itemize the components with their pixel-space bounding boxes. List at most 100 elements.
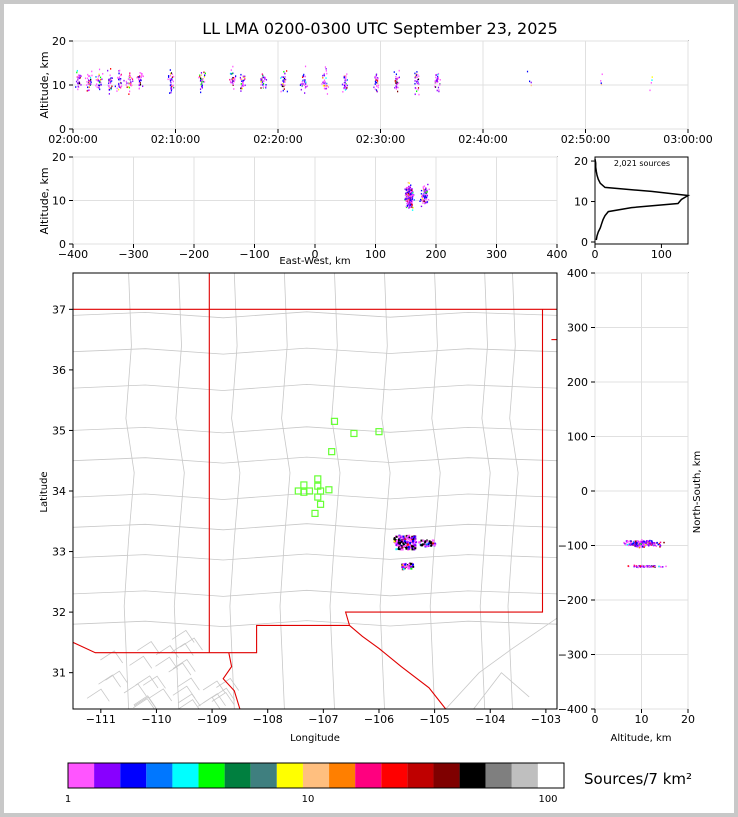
p1-source-point xyxy=(439,79,441,81)
p1-source-point xyxy=(299,84,302,86)
p1-source-point xyxy=(111,85,113,88)
p1-source-point xyxy=(417,88,419,91)
p1-source-point xyxy=(96,86,98,89)
p1-source-point xyxy=(373,86,375,89)
p1-source-point xyxy=(229,81,232,84)
p5-source-point xyxy=(630,541,633,544)
county-line xyxy=(137,641,160,654)
p5-source-point xyxy=(639,541,641,543)
p2-source-point xyxy=(425,200,427,203)
p1-source-point xyxy=(651,76,653,78)
p1-source-point xyxy=(283,85,285,88)
map-source-point xyxy=(397,544,400,547)
p5-source-point xyxy=(632,544,635,546)
p1-source-point xyxy=(323,82,325,85)
map-xtick-label: −103 xyxy=(531,713,561,726)
colorbar-cell xyxy=(381,763,408,788)
p5-source-point xyxy=(663,541,665,544)
map-source-point xyxy=(402,535,405,538)
panel-altitude-histogram: 0 100 0 10 20 2,021 sources xyxy=(574,155,691,261)
p1-source-point xyxy=(130,84,132,87)
county-line xyxy=(212,687,236,701)
p1-source-point xyxy=(170,81,172,84)
p5-source-point xyxy=(637,544,640,547)
county-line xyxy=(98,674,122,688)
p1-source-point xyxy=(200,85,203,88)
p2-source-point xyxy=(420,193,423,195)
p1-source-point xyxy=(414,82,416,85)
p1-source-point xyxy=(345,85,347,88)
p1-source-point xyxy=(169,79,172,82)
p2-source-point xyxy=(424,189,427,191)
p2-source-point xyxy=(408,190,411,193)
p1-source-point xyxy=(76,71,78,74)
p5-source-point xyxy=(659,544,662,547)
p1-source-point xyxy=(395,85,397,87)
map-source-point xyxy=(431,542,434,545)
p1-source-point xyxy=(326,93,329,95)
p2-source-point xyxy=(408,198,410,201)
map-source-point xyxy=(398,535,401,538)
p1-source-point xyxy=(110,79,112,81)
p5-source-point xyxy=(659,541,662,544)
p1-source-point xyxy=(396,86,398,88)
p2-source-point xyxy=(405,197,408,199)
p1-source-point xyxy=(342,90,344,93)
p1-source-point xyxy=(87,89,89,92)
county-line xyxy=(73,589,557,597)
station-marker xyxy=(350,429,358,438)
p1-source-point xyxy=(303,80,306,83)
county-line xyxy=(379,273,391,709)
p2-source-point xyxy=(420,205,423,208)
station-marker xyxy=(314,493,322,501)
p1-source-point xyxy=(201,82,203,85)
map-source-point xyxy=(399,546,402,549)
p1-source-point xyxy=(91,70,93,73)
p5-source-point xyxy=(624,543,627,546)
p1-source-point xyxy=(116,87,118,90)
p5-ytick-label: 100 xyxy=(567,431,588,444)
p1-source-point xyxy=(240,78,242,81)
p1-source-point xyxy=(261,73,263,76)
p1-source-point xyxy=(435,79,438,81)
p1-source-point xyxy=(138,87,141,90)
p1-source-point xyxy=(118,85,120,87)
p1-source-point xyxy=(244,84,246,87)
county-line xyxy=(216,677,240,691)
p2-source-point xyxy=(405,186,408,189)
p5-ytick-label: −300 xyxy=(558,649,588,662)
colorbar-cell xyxy=(302,763,330,788)
colorbar-tick-1: 1 xyxy=(65,794,71,805)
p1-source-point xyxy=(376,80,379,82)
histogram-annotation: 2,021 sources xyxy=(614,159,670,168)
p1-source-point xyxy=(344,81,346,84)
p1-source-point xyxy=(111,80,113,82)
p1-source-point xyxy=(417,73,419,76)
county-line xyxy=(168,662,192,676)
p1-source-point xyxy=(265,83,267,86)
p1-source-point xyxy=(99,76,102,79)
county-line xyxy=(155,656,179,670)
map-source-point xyxy=(396,542,399,545)
p5-source-point xyxy=(636,566,638,568)
map-source-point xyxy=(427,542,430,545)
map-source-point xyxy=(398,545,401,548)
p1-source-point xyxy=(324,81,326,83)
p5-source-point xyxy=(653,542,656,544)
p2-source-point xyxy=(404,188,406,190)
p1-source-point xyxy=(117,76,119,79)
p2-source-point xyxy=(424,198,426,200)
p1-source-point xyxy=(171,76,174,78)
p2-source-point xyxy=(410,193,412,195)
p5-source-point xyxy=(625,542,628,544)
p1-source-point xyxy=(281,76,283,78)
map-xtick-label: −108 xyxy=(253,713,283,726)
map-source-point xyxy=(414,547,417,550)
p5-ytick-label: −100 xyxy=(558,540,588,553)
p5-source-point xyxy=(638,544,641,547)
p1-source-point xyxy=(240,90,242,92)
p1-source-point xyxy=(398,82,400,84)
p1-source-point xyxy=(325,85,327,87)
p2-source-point xyxy=(412,207,414,209)
p1-source-point xyxy=(241,78,243,81)
